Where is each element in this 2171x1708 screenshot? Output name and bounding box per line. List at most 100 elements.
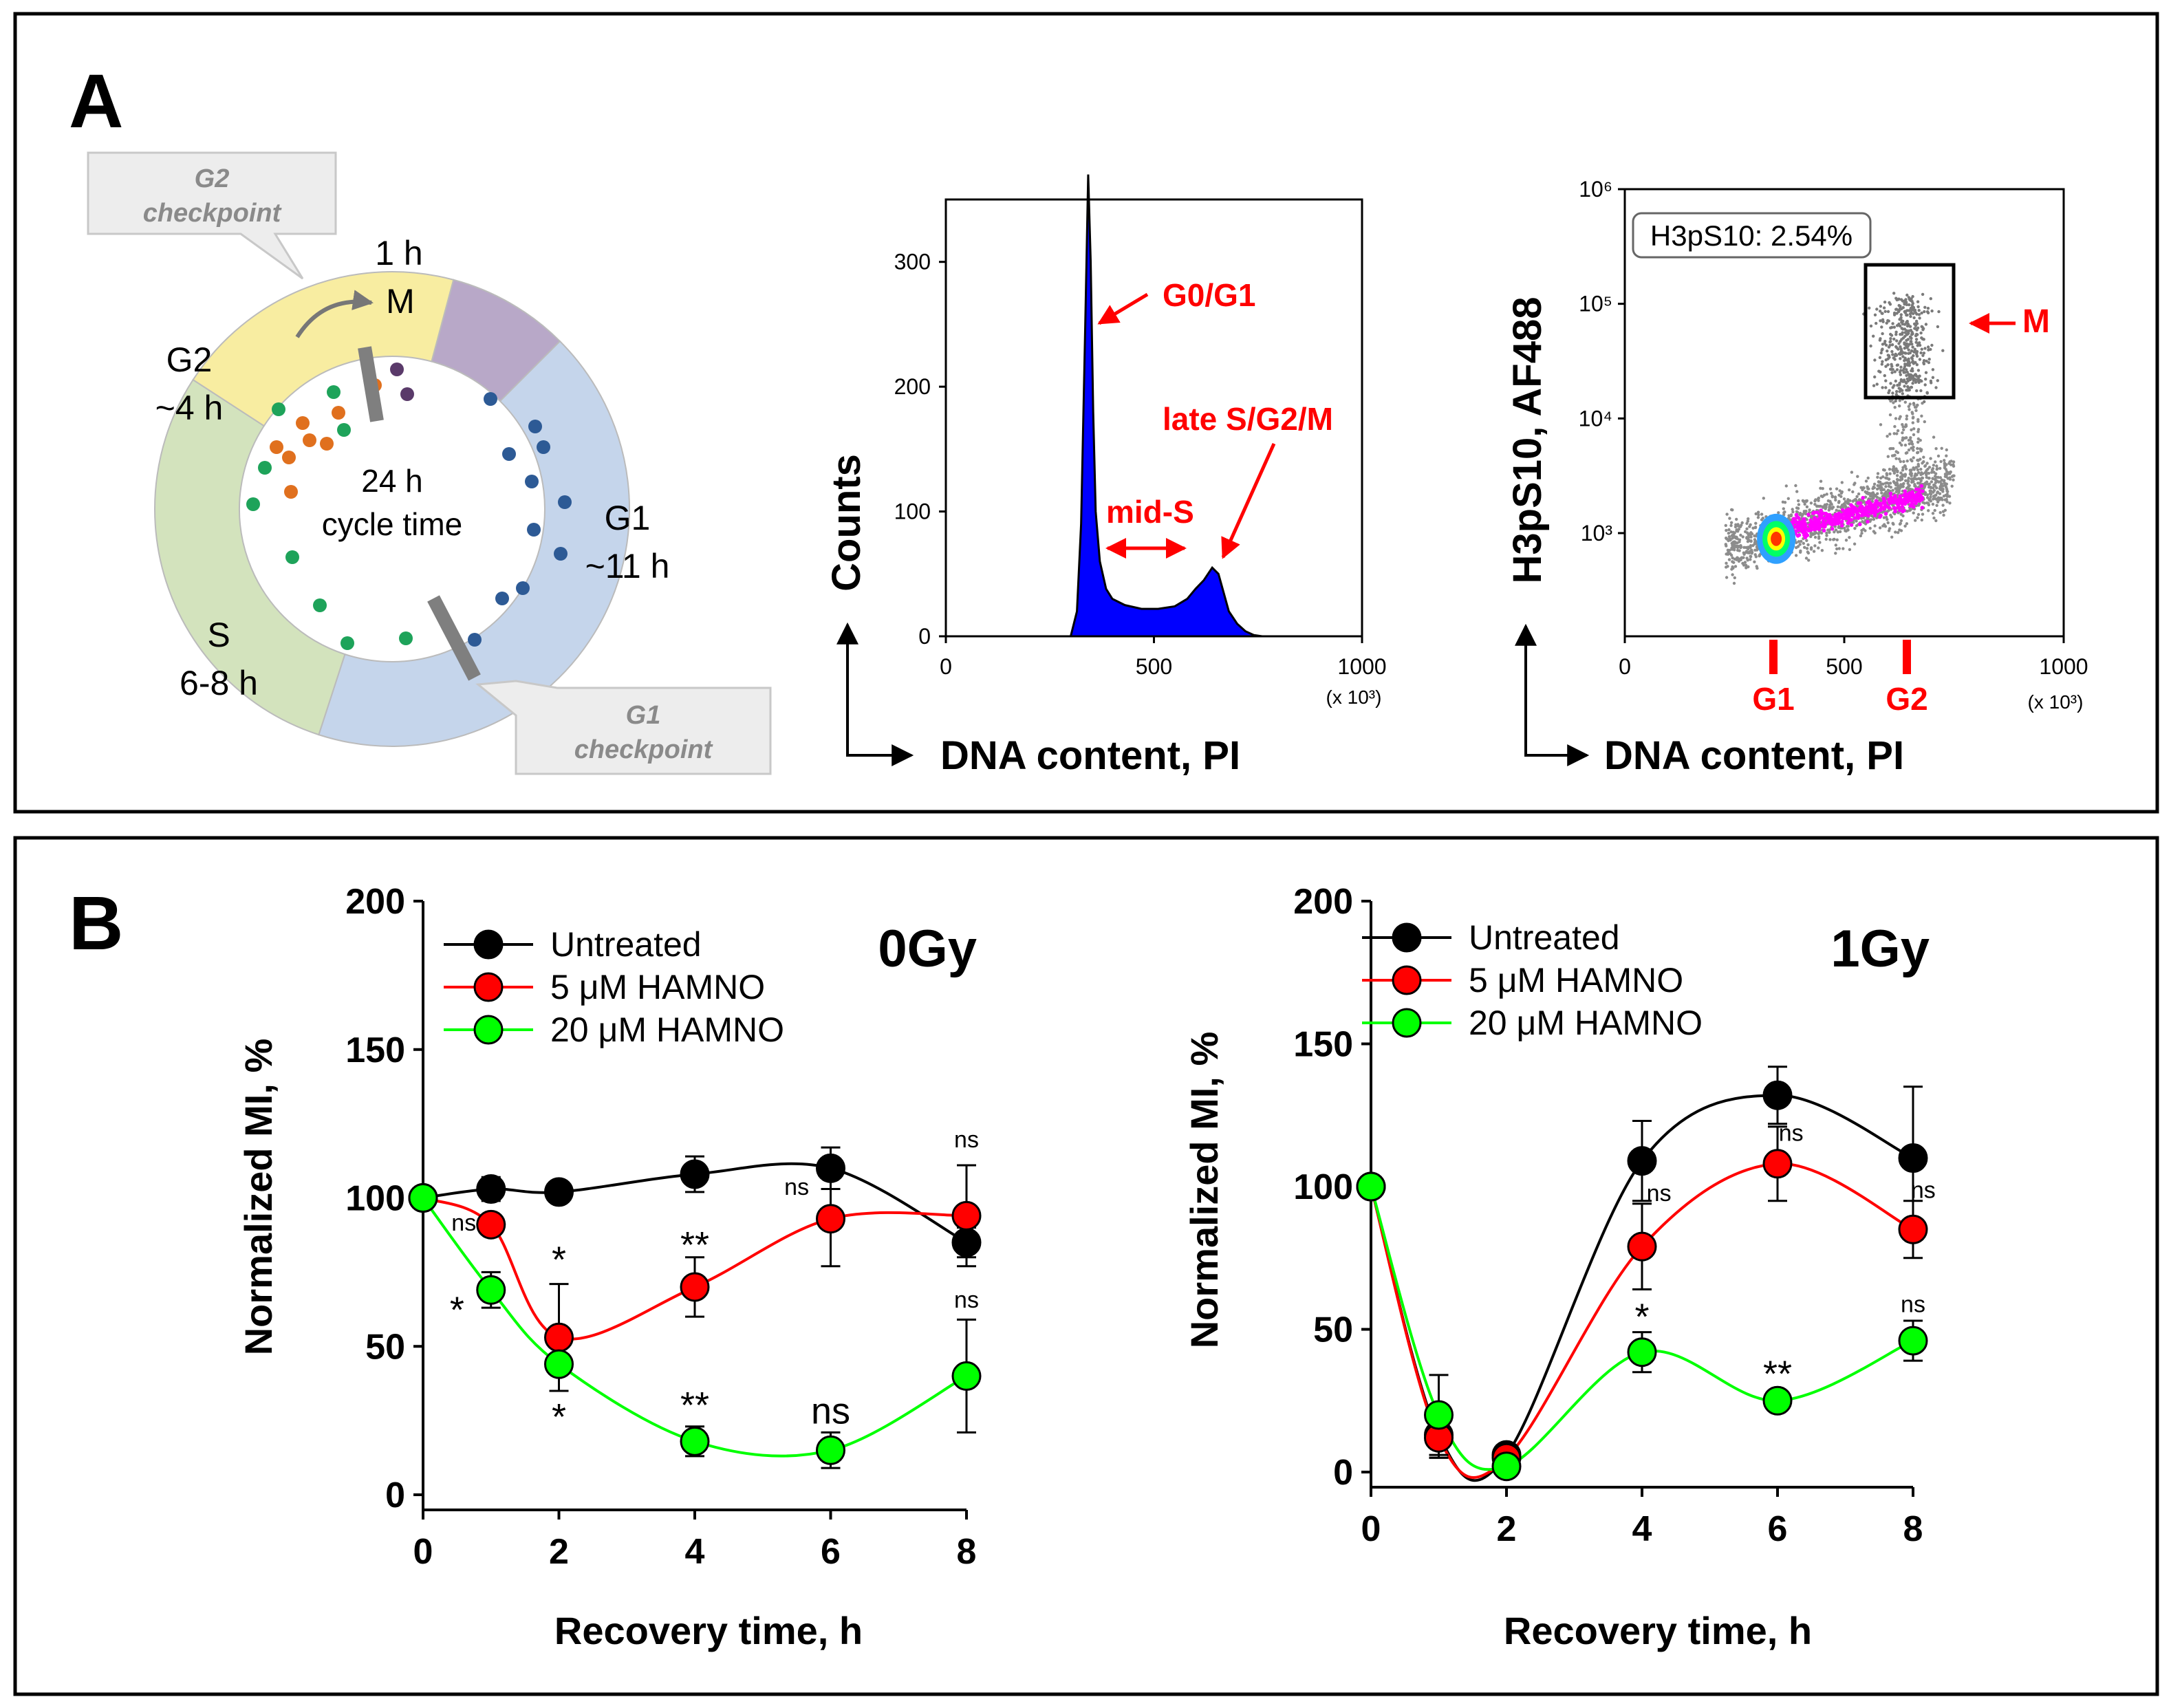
scatter-point [1828, 528, 1831, 532]
scatter-point [1908, 303, 1911, 307]
scatter-point [1922, 359, 1926, 363]
scatter-point [1892, 401, 1895, 404]
scatter-point [1892, 471, 1896, 475]
scatter-point [1925, 310, 1930, 314]
scatter-point [1754, 521, 1758, 525]
scatter-point [1816, 504, 1819, 508]
scatter-point [1858, 522, 1862, 527]
scatter-point [1880, 486, 1883, 489]
scatter-point [1921, 325, 1924, 329]
scatter-point [1886, 310, 1890, 314]
scatter-point [1809, 501, 1813, 505]
g1-phase-label: G1 [605, 499, 651, 537]
scatter-point [1756, 516, 1760, 519]
scatter-point [1901, 438, 1904, 442]
data-point [1627, 1146, 1657, 1176]
scatter-point [1904, 423, 1908, 426]
data-point [951, 1227, 982, 1257]
scatter-point [1794, 484, 1797, 488]
data-point [951, 1361, 982, 1391]
cycle-segment-g2 [192, 271, 455, 427]
scatter-point [1830, 521, 1835, 526]
scatter-point [1874, 494, 1877, 497]
scatter-point [1922, 338, 1925, 341]
scatter-point [1851, 490, 1855, 494]
scatter-point [1819, 508, 1823, 512]
scatter-point [1782, 507, 1785, 510]
scatter-point [1924, 371, 1928, 374]
scatter-point [1885, 321, 1888, 325]
scatter-point [1882, 516, 1886, 519]
scatter-point [1910, 442, 1914, 446]
scatter-point [1899, 347, 1903, 351]
data-point [544, 1322, 574, 1352]
y-tick-label: 50 [1313, 1310, 1353, 1350]
scatter-point [1804, 522, 1808, 527]
scatter-point [1923, 464, 1927, 468]
scatter-point [1811, 511, 1815, 515]
scatter-point [1910, 440, 1914, 444]
g1-checkpoint-callout [475, 680, 772, 775]
scatter-point [1927, 498, 1931, 501]
scatter-point [1797, 540, 1801, 543]
scatter-point [1913, 350, 1916, 354]
scatter-point [1897, 342, 1901, 345]
scatter-point [1888, 340, 1892, 344]
scatter-point [1895, 368, 1899, 371]
histogram-area [1069, 174, 1263, 638]
scatter-point [1824, 515, 1828, 519]
scatter-point [1919, 482, 1922, 485]
scatter-point [1905, 460, 1909, 463]
scatter-point [1945, 486, 1948, 489]
scatter-point [1894, 379, 1897, 383]
scatter-point [1725, 565, 1728, 569]
dotplot-x-unit: (x 10³) [2028, 691, 2084, 713]
scatter-point [1846, 521, 1850, 526]
scatter-point [1915, 328, 1919, 332]
cycle-dot [337, 423, 351, 437]
data-point [816, 1153, 845, 1183]
scatter-point [1873, 313, 1877, 316]
scatter-point [1735, 517, 1738, 521]
scatter-point [1936, 379, 1939, 382]
significance-label: ** [680, 1385, 709, 1426]
scatter-point [1808, 508, 1811, 512]
scatter-point [1904, 451, 1908, 455]
scatter-point [1836, 517, 1841, 522]
scatter-point [1803, 528, 1807, 532]
scatter-point [1945, 454, 1948, 457]
scatter-point [1813, 532, 1817, 535]
scatter-point [1741, 535, 1745, 539]
scatter-point [1925, 462, 1929, 465]
scatter-point [1729, 530, 1733, 534]
scatter-point [1909, 436, 1912, 440]
scatter-point [1905, 303, 1909, 307]
x-tick-label: 0 [413, 1532, 433, 1572]
scatter-point [1889, 382, 1892, 385]
x-tick-label: 8 [1903, 1509, 1923, 1549]
scatter-point [1760, 518, 1764, 521]
scatter-point [1811, 521, 1815, 526]
late-s-arrow [1221, 442, 1276, 559]
scatter-point [1848, 499, 1852, 502]
scatter-point [1856, 516, 1861, 520]
scatter-point [1745, 537, 1749, 540]
scatter-point [1725, 537, 1728, 540]
scatter-point [1920, 471, 1923, 475]
scatter-point [1916, 516, 1919, 519]
scatter-point [1881, 343, 1885, 346]
scatter-point [1903, 400, 1907, 404]
scatter-point [1917, 313, 1921, 316]
scatter-point [1830, 495, 1834, 498]
s-phase-label: S [207, 616, 230, 654]
scatter-point [1885, 472, 1888, 475]
scatter-point [1891, 322, 1894, 325]
scatter-point [1888, 413, 1892, 417]
scatter-point [1746, 559, 1749, 562]
scatter-point [1886, 435, 1889, 438]
scatter-point [1899, 415, 1902, 418]
scatter-point [1797, 503, 1801, 506]
scatter-point [1892, 311, 1897, 315]
scatter-point [1901, 497, 1906, 502]
